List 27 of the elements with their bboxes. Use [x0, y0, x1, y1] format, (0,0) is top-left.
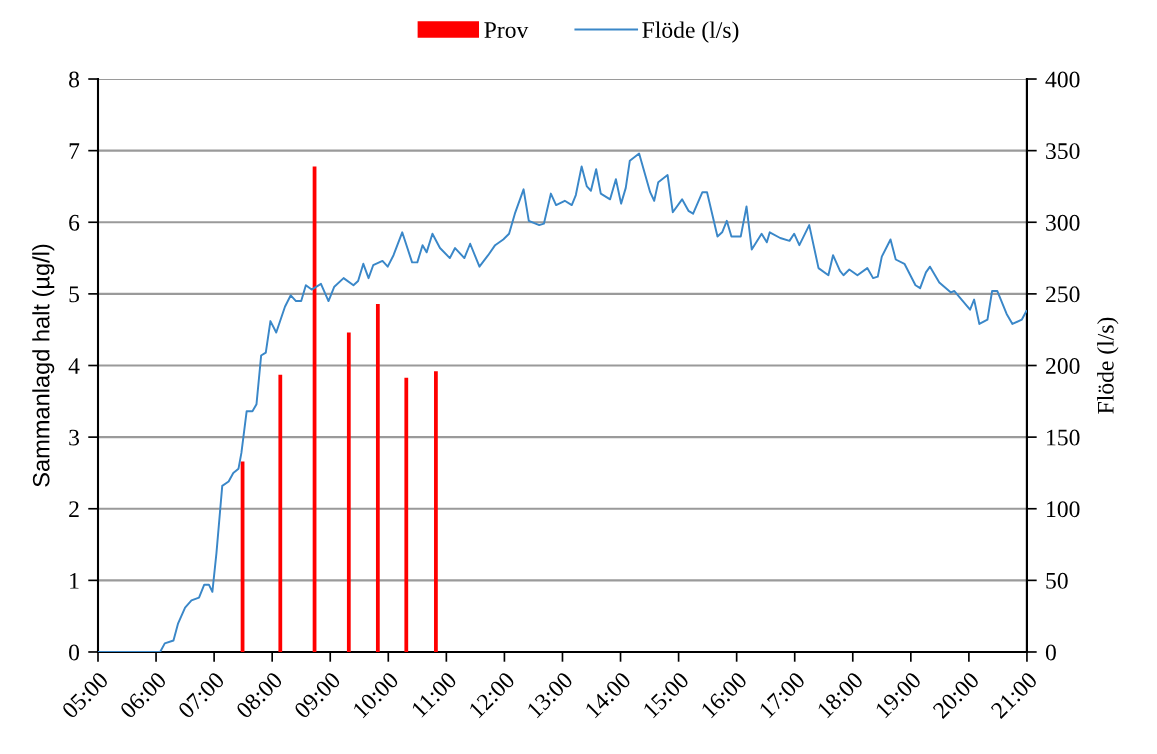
- y-tick-label: 5: [69, 286, 80, 303]
- legend-label: Flöde (l/s): [642, 21, 739, 43]
- y-tick-label: 3: [69, 429, 80, 446]
- y-tick-label: 6: [69, 214, 80, 231]
- y-axis-title: Sammanlagd halt (µg/l): [32, 244, 55, 487]
- y-tick-label: 7: [69, 143, 80, 159]
- y2-tick-label: 200: [1046, 357, 1080, 374]
- legend-label: Prov: [484, 22, 529, 39]
- bar: [404, 377, 409, 652]
- y2-tick-label: 400: [1045, 71, 1080, 88]
- y2-tick-label: 300: [1046, 214, 1080, 231]
- y-tick-label: 1: [70, 572, 79, 589]
- y2-tick-label: 150: [1047, 429, 1080, 446]
- bar: [375, 303, 380, 652]
- y2-tick-label: 0: [1045, 644, 1056, 661]
- bar: [278, 374, 283, 652]
- y2-axis-title: Flöde (l/s): [1097, 317, 1119, 414]
- y2-tick-label: 50: [1046, 572, 1068, 589]
- y-tick-label: 2: [69, 501, 79, 517]
- y2-tick-label: 100: [1047, 501, 1080, 518]
- y2-tick-label: 250: [1046, 286, 1080, 303]
- y-tick-label: 0: [69, 644, 80, 661]
- y2-tick-label: 350: [1046, 143, 1080, 160]
- bar: [346, 332, 351, 652]
- bar: [434, 371, 438, 652]
- y-tick-label: 8: [69, 71, 80, 88]
- y-tick-label: 4: [68, 358, 80, 374]
